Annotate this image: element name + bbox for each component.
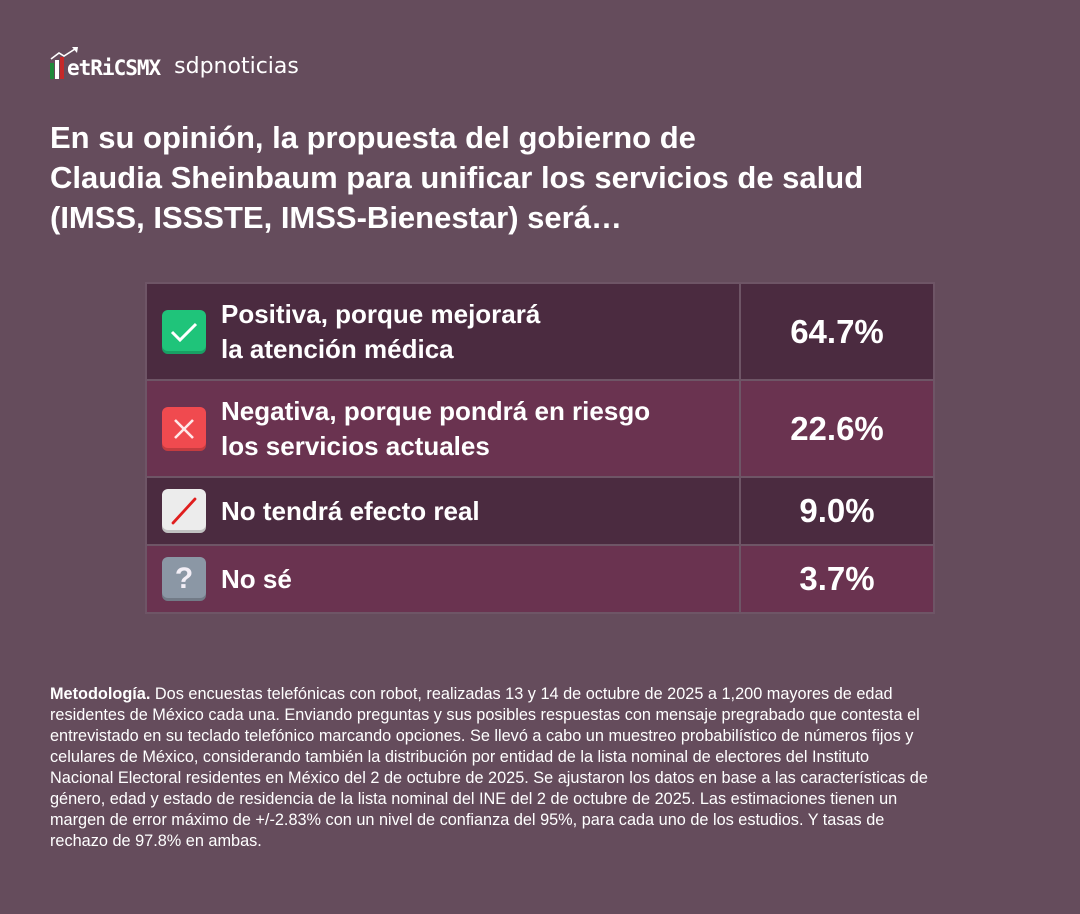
slash-icon <box>162 489 206 533</box>
title-line: (IMSS, ISSSTE, IMSS-Bienestar) será… <box>50 200 622 235</box>
table-row: No tendrá efecto real 9.0% <box>145 476 935 546</box>
percentage-value: 3.7% <box>739 544 935 614</box>
answer-label: Positiva, porque mejorará la atención mé… <box>221 297 540 367</box>
methodology-line: Nacional Electoral residentes en México … <box>50 769 928 787</box>
answer-label-line: Negativa, porque pondrá en riesgo <box>221 395 651 426</box>
metricsmx-wordmark: etRiCSMX <box>67 56 161 80</box>
methodology-line: Dos encuestas telefónicas con robot, rea… <box>150 685 893 703</box>
percentage-value: 64.7% <box>739 282 935 381</box>
flag-bars-icon <box>50 47 78 79</box>
trend-arrow-icon <box>50 47 78 60</box>
answer-label-line: la atención médica <box>221 333 454 364</box>
poll-question-title: En su opinión, la propuesta del gobierno… <box>50 118 1010 238</box>
table-row: ? No sé 3.7% <box>145 544 935 614</box>
answer-label-line: los servicios actuales <box>221 430 490 461</box>
methodology-line: rechazo de 97.8% en ambas. <box>50 832 262 850</box>
metricsmx-logo: etRiCSMX <box>50 47 161 80</box>
percentage-value: 9.0% <box>739 476 935 546</box>
question-mark-icon: ? <box>162 557 206 601</box>
methodology-line: género, edad y estado de residencia de l… <box>50 790 898 808</box>
methodology-label: Metodología. <box>50 685 151 703</box>
answer-cell: ? No sé <box>145 544 741 614</box>
check-mark-icon <box>162 309 206 354</box>
sdpnoticias-logo: sdpnoticias <box>174 54 299 79</box>
percentage-value: 22.6% <box>739 379 935 478</box>
methodology-line: entrevistado en su teclado telefónico ma… <box>50 727 914 745</box>
methodology-note: Metodología. Dos encuestas telefónicas c… <box>50 684 1035 852</box>
results-table: Positiva, porque mejorará la atención mé… <box>145 282 935 614</box>
answer-label: No tendrá efecto real <box>221 495 480 526</box>
methodology-line: margen de error máximo de +/-2.83% con u… <box>50 811 885 829</box>
answer-label-line: Positiva, porque mejorará <box>221 298 541 329</box>
title-line: Claudia Sheinbaum para unificar los serv… <box>50 160 864 195</box>
logo-row: etRiCSMX sdpnoticias <box>50 47 299 86</box>
answer-cell: Positiva, porque mejorará la atención mé… <box>145 282 741 381</box>
cross-mark-icon <box>162 406 206 451</box>
answer-label: Negativa, porque pondrá en riesgo los se… <box>221 394 650 464</box>
answer-cell: No tendrá efecto real <box>145 476 741 546</box>
methodology-line: residentes de México cada una. Enviando … <box>50 706 920 724</box>
answer-cell: Negativa, porque pondrá en riesgo los se… <box>145 379 741 478</box>
answer-label: No sé <box>221 563 292 594</box>
methodology-line: celulares de México, considerando tambié… <box>50 748 870 766</box>
table-row: Negativa, porque pondrá en riesgo los se… <box>145 379 935 478</box>
table-row: Positiva, porque mejorará la atención mé… <box>145 282 935 381</box>
title-line: En su opinión, la propuesta del gobierno… <box>50 120 696 155</box>
